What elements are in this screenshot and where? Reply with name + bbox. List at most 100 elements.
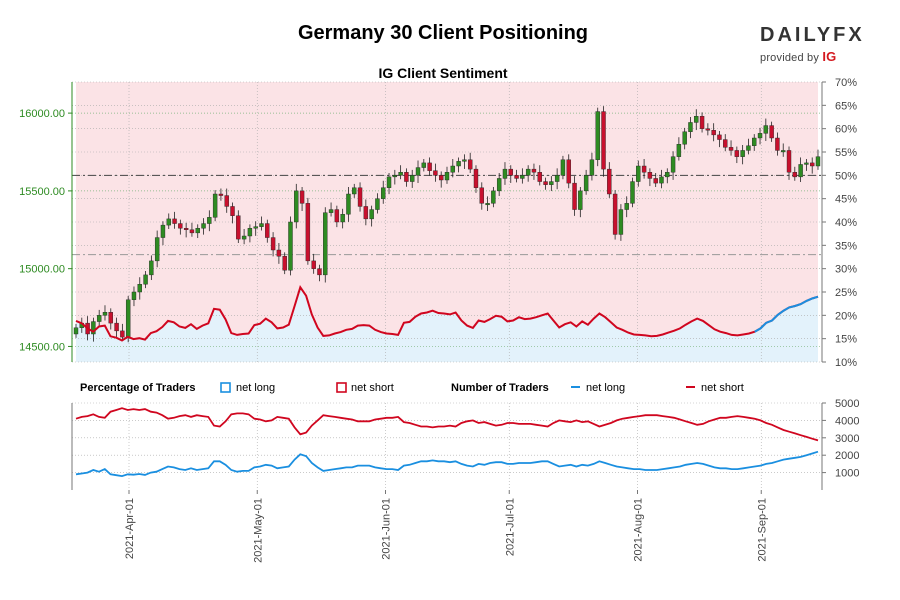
legend: Percentage of Traders net long net short… [80, 382, 744, 394]
candle-up [618, 209, 624, 235]
candle-up [73, 327, 79, 335]
net-short-area [76, 82, 818, 341]
candle-down [282, 256, 287, 271]
candle-down [270, 237, 276, 251]
candle-up [91, 321, 96, 335]
candle-down [653, 178, 658, 184]
brand-ig: IG [822, 49, 837, 64]
legend-num-title: Number of Traders [451, 382, 549, 394]
date-tick-label: 2021-Sep-01 [756, 498, 768, 562]
candle-down [717, 134, 722, 140]
candle-up [340, 214, 345, 223]
legend-pct-short: net short [351, 382, 394, 394]
candle-down [439, 175, 444, 181]
candle-down [108, 312, 113, 324]
candle-up [259, 223, 264, 227]
sentiment-axis-ticks: 10% 15% 20% 25% 30% 35% 40% 45% 50% 55% 60% 65% 70% [822, 77, 857, 369]
chart-subtitle: IG Client Sentiment [378, 65, 507, 81]
candle-down [178, 223, 183, 229]
page-title: Germany 30 Client Positioning [297, 22, 589, 44]
dailyfx-logo: DAILYFX provided by IG [760, 24, 870, 64]
candle-up [496, 178, 502, 192]
legend-pct-long: net long [236, 382, 275, 394]
sentiment-tick-label: 65% [835, 100, 857, 112]
candle-down [236, 215, 241, 240]
candle-down [514, 175, 519, 179]
sentiment-tick-label: 70% [835, 77, 857, 89]
candle-up [798, 164, 803, 178]
candle-down [786, 150, 792, 173]
candle-down [769, 125, 774, 139]
candle-down [705, 128, 711, 131]
candle-down [427, 162, 432, 171]
date-axis-ticks: 2021-Apr-01 2021-May-01 2021-Jun-01 2021-Ju… [124, 490, 768, 563]
candle-up [560, 159, 566, 176]
candle-up [392, 175, 398, 178]
traders-tick-label: 2000 [835, 450, 859, 462]
candle-up [578, 190, 583, 210]
candle-up [740, 150, 745, 157]
candle-down [265, 223, 270, 238]
candle-down [433, 170, 438, 176]
candle-up [636, 165, 641, 182]
date-tick-label: 2021-Apr-01 [124, 498, 136, 559]
candle-down [566, 159, 571, 184]
candle-up [688, 122, 693, 132]
legend-num-short: net short [701, 382, 744, 394]
candle-up [375, 198, 380, 210]
traders-tick-label: 4000 [835, 415, 859, 427]
candle-up [96, 315, 102, 322]
candle-up [583, 175, 589, 192]
candle-up [752, 137, 757, 146]
candle-up [143, 274, 148, 285]
candle-up [149, 260, 154, 276]
candle-up [253, 226, 258, 229]
price-tick-label: 14500.00 [19, 341, 65, 353]
candle-up [328, 209, 334, 213]
brand-provided-by: provided by [760, 52, 820, 64]
sentiment-tick-label: 25% [835, 287, 857, 299]
sentiment-tick-label: 20% [835, 310, 857, 322]
candle-up [757, 133, 763, 139]
candle-down [543, 181, 548, 185]
sentiment-tick-label: 55% [835, 147, 857, 159]
candle-up [694, 116, 699, 123]
traders-panel: 1000 2000 3000 4000 5000 2021-Apr-01 2021-May… [71, 398, 859, 563]
traders-net-long-line [75, 450, 819, 478]
candle-up [288, 221, 293, 271]
sentiment-tick-label: 50% [835, 170, 857, 182]
price-axis-ticks: 14500.00 15000.00 15500.00 16000.00 [19, 108, 72, 353]
candle-down [479, 187, 484, 204]
candle-down [572, 182, 577, 210]
candle-down [172, 218, 177, 224]
net-long-line [754, 295, 819, 333]
candle-down [607, 168, 612, 195]
candle-up [102, 312, 108, 316]
candle-up [131, 291, 137, 300]
price-candles [73, 106, 821, 343]
candle-down [467, 159, 473, 170]
candle-down [601, 111, 606, 170]
price-tick-label: 15500.00 [19, 186, 65, 198]
traders-tick-label: 3000 [835, 433, 859, 445]
candle-down [711, 130, 716, 136]
candle-up [195, 228, 200, 234]
candle-down [305, 203, 311, 262]
candle-up [386, 176, 392, 188]
candle-up [815, 156, 821, 167]
candle-down [276, 249, 282, 257]
sentiment-tick-label: 15% [835, 334, 857, 346]
candle-down [311, 260, 316, 269]
traders-tick-label: 1000 [835, 468, 859, 480]
candle-up [398, 172, 403, 176]
legend-pct-long-swatch [220, 382, 231, 393]
main-gridlines [72, 81, 822, 363]
candle-up [207, 217, 212, 224]
candle-up [166, 218, 171, 226]
date-tick-label: 2021-May-01 [252, 498, 264, 563]
brand-word-fx: FX [833, 24, 865, 46]
candle-down [728, 147, 734, 151]
brand-subtitle: provided by IG [760, 49, 870, 64]
candle-down [120, 330, 125, 338]
candle-up [665, 172, 670, 178]
